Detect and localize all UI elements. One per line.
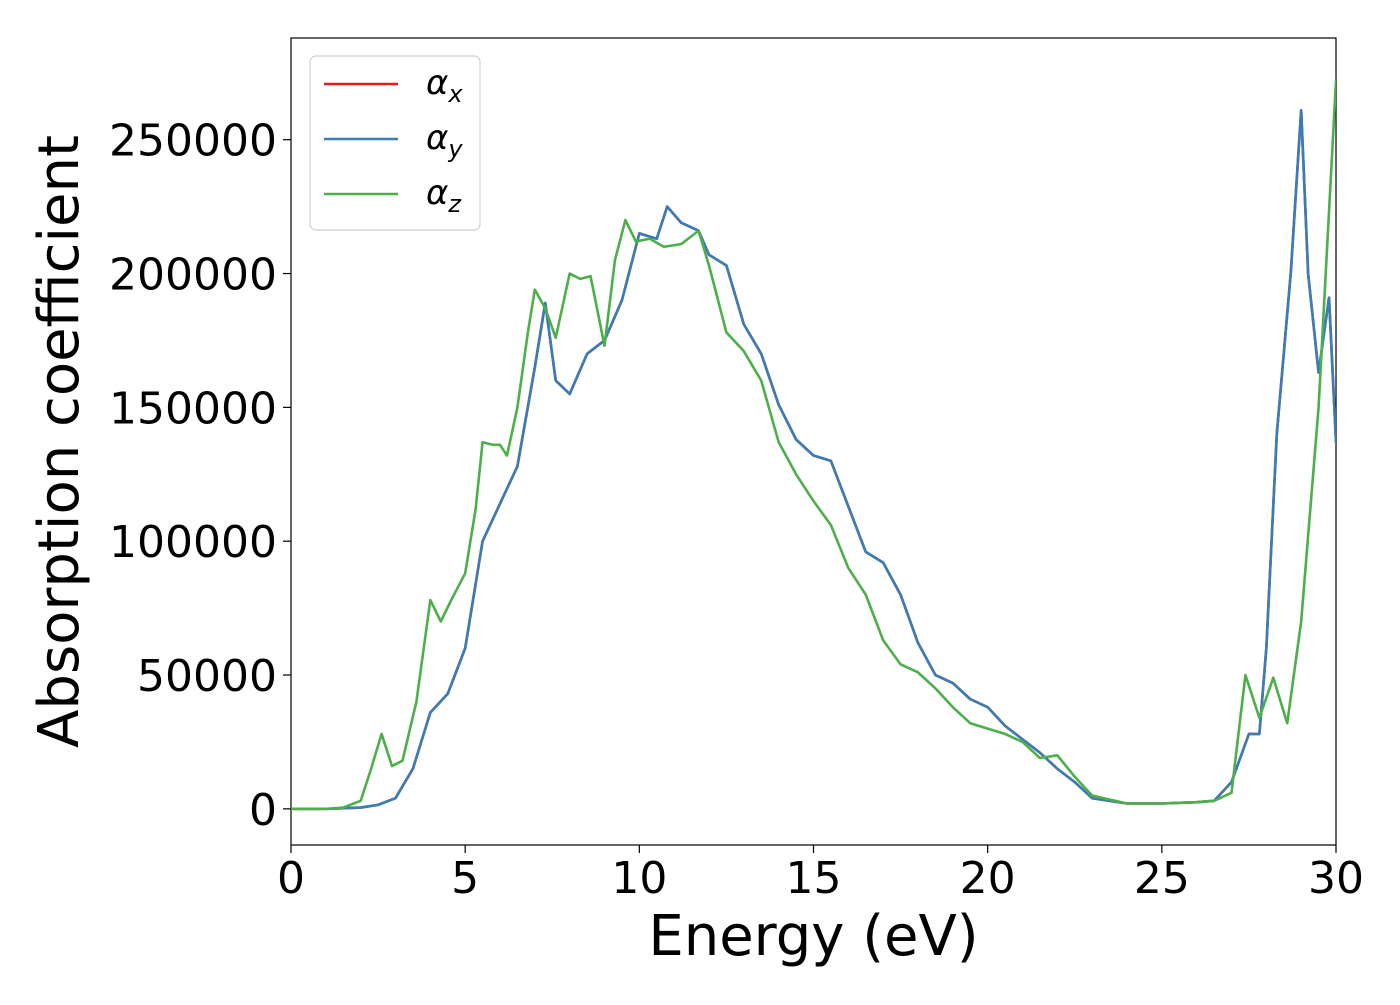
x-tick-label: 5 (451, 853, 479, 904)
y-tick-label: 50000 (137, 651, 277, 702)
y-tick-label: 100000 (109, 517, 277, 568)
x-tick-label: 25 (1134, 853, 1190, 904)
y-tick-label: 150000 (109, 383, 277, 434)
y-tick-label: 250000 (109, 116, 277, 167)
legend-label-x: αx (426, 63, 463, 108)
series-line-z (291, 79, 1336, 811)
axis-ticks: 0 5 10 15 20 25 30 0 50000 100000 150000 200000 2500… (109, 116, 1364, 904)
series-line-y (291, 108, 1336, 811)
series-group (291, 79, 1336, 811)
y-tick-label: 200000 (109, 250, 277, 301)
x-axis-label: Energy (eV) (648, 904, 978, 969)
legend: αx αy αz (309, 55, 481, 231)
x-tick-label: 20 (960, 853, 1016, 904)
legend-box (309, 55, 481, 231)
x-tick-label: 15 (786, 853, 842, 904)
legend-label-z: αz (426, 173, 462, 218)
x-tick-label: 30 (1308, 853, 1364, 904)
x-tick-label: 10 (611, 853, 667, 904)
legend-label-y: αy (426, 118, 463, 163)
y-axis-label: Absorption coefficient (27, 135, 92, 748)
x-tick-label: 0 (277, 853, 305, 904)
y-tick-label: 0 (249, 785, 277, 836)
